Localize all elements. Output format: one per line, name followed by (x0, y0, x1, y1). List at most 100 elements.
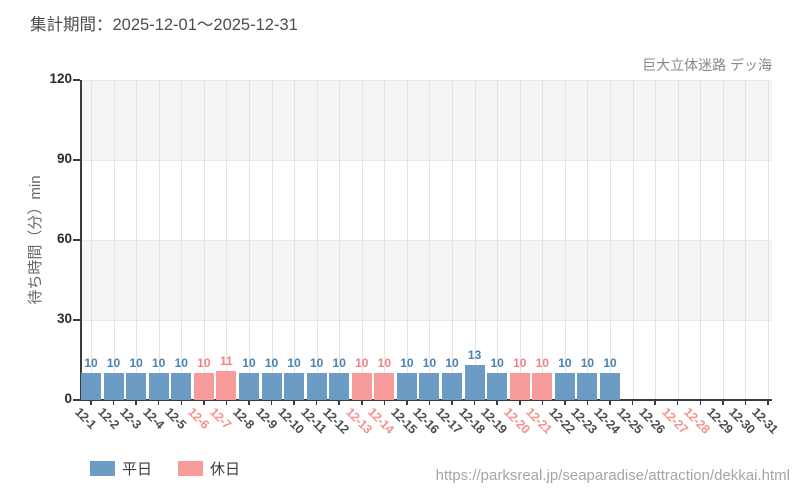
x-tick-mark (496, 400, 498, 405)
x-tick-mark (541, 400, 544, 405)
horizontal-gridline (80, 80, 772, 81)
vertical-gridline (564, 80, 566, 400)
x-tick-mark (586, 400, 589, 405)
legend: 平日 休日 (90, 458, 240, 479)
bar-value-label: 10 (377, 356, 392, 371)
plot-band (80, 80, 772, 160)
y-tick-label: 0 (64, 391, 72, 406)
bar (374, 373, 395, 400)
vertical-gridline (519, 80, 521, 400)
bar (554, 373, 575, 400)
bar (600, 373, 621, 400)
vertical-gridline (542, 80, 544, 400)
x-tick-mark (90, 400, 92, 405)
y-tick-mark (73, 399, 80, 401)
vertical-gridline (677, 80, 679, 400)
bar-value-label: 10 (174, 356, 188, 371)
legend-label: 休日 (210, 461, 241, 478)
source-url: https://parksreal.jp/seaparadise/attract… (435, 467, 790, 484)
bar (464, 365, 485, 400)
bar (284, 373, 305, 400)
vertical-gridline (136, 80, 138, 400)
vertical-gridline (429, 80, 431, 400)
bar-value-label: 10 (400, 356, 414, 371)
bar (419, 373, 440, 400)
vertical-gridline (655, 80, 657, 400)
bar-value-label: 10 (355, 356, 369, 371)
bar-value-label: 11 (220, 353, 233, 368)
y-tick-label: 30 (56, 311, 72, 326)
bar (351, 373, 372, 400)
vertical-gridline (203, 80, 205, 400)
x-tick-mark (157, 400, 160, 405)
x-tick-mark (744, 400, 747, 405)
bar (193, 373, 214, 400)
vertical-gridline (745, 80, 747, 400)
y-tick-label: 90 (56, 151, 72, 166)
y-tick-mark (73, 79, 80, 81)
x-tick-mark (383, 400, 386, 405)
vertical-gridline (158, 80, 160, 400)
x-tick-mark (722, 400, 724, 405)
y-tick-mark (73, 159, 80, 161)
bar-value-label: 10 (535, 356, 549, 371)
report-period-title: 集計期間：2025-12-01～2025-12-31 (30, 16, 298, 34)
bar-value-label: 10 (264, 356, 279, 371)
bar (306, 373, 327, 400)
bar (171, 373, 192, 400)
vertical-gridline (767, 80, 769, 400)
bar (396, 373, 417, 400)
x-tick-mark (135, 400, 137, 405)
x-tick-mark (676, 400, 679, 405)
horizontal-gridline (80, 240, 772, 241)
bar-value-label: 10 (242, 356, 256, 371)
vertical-gridline (406, 80, 408, 400)
x-tick-mark (699, 400, 702, 405)
vertical-gridline (700, 80, 702, 400)
bar-value-label: 10 (152, 356, 166, 371)
bar-value-label: 10 (513, 356, 527, 371)
x-tick-label: 12-31 (749, 405, 798, 436)
bar-value-label: 10 (332, 356, 346, 371)
y-tick-mark (73, 319, 80, 321)
vertical-gridline (474, 80, 476, 400)
vertical-gridline (587, 80, 589, 400)
x-tick-mark (180, 400, 182, 405)
bar (487, 373, 508, 400)
legend-swatch (178, 461, 204, 476)
vertical-gridline (316, 80, 318, 400)
bar (509, 373, 530, 400)
x-tick-mark (203, 400, 205, 405)
x-tick-mark (270, 400, 273, 405)
bar (148, 373, 169, 400)
bar (81, 373, 101, 400)
horizontal-gridline (80, 160, 772, 161)
y-axis-line (80, 80, 82, 400)
bar (577, 373, 598, 400)
bar (532, 373, 553, 400)
vertical-gridline (452, 80, 454, 400)
vertical-gridline (271, 80, 273, 400)
legend-item: 休日 (178, 458, 240, 479)
x-tick-mark (519, 400, 521, 405)
x-tick-mark (293, 400, 295, 405)
x-tick-mark (654, 400, 656, 405)
vertical-gridline (722, 80, 724, 400)
legend-label: 平日 (122, 461, 153, 478)
x-tick-label-text: 12-5 (162, 405, 190, 432)
y-tick-label: 120 (49, 71, 72, 86)
x-tick-mark (112, 400, 115, 405)
bar-value-label: 10 (603, 356, 617, 371)
bar-value-label: 10 (558, 356, 572, 371)
bar-value-label: 10 (309, 356, 324, 371)
vertical-gridline (248, 80, 250, 400)
vertical-gridline (361, 80, 363, 400)
x-tick-mark (248, 400, 250, 405)
x-tick-label-text: 12-1 (72, 405, 99, 432)
x-tick-mark (451, 400, 453, 405)
x-axis-line (80, 399, 772, 401)
y-tick-label: 60 (56, 231, 72, 246)
x-tick-mark (428, 400, 431, 405)
bar (329, 373, 350, 400)
